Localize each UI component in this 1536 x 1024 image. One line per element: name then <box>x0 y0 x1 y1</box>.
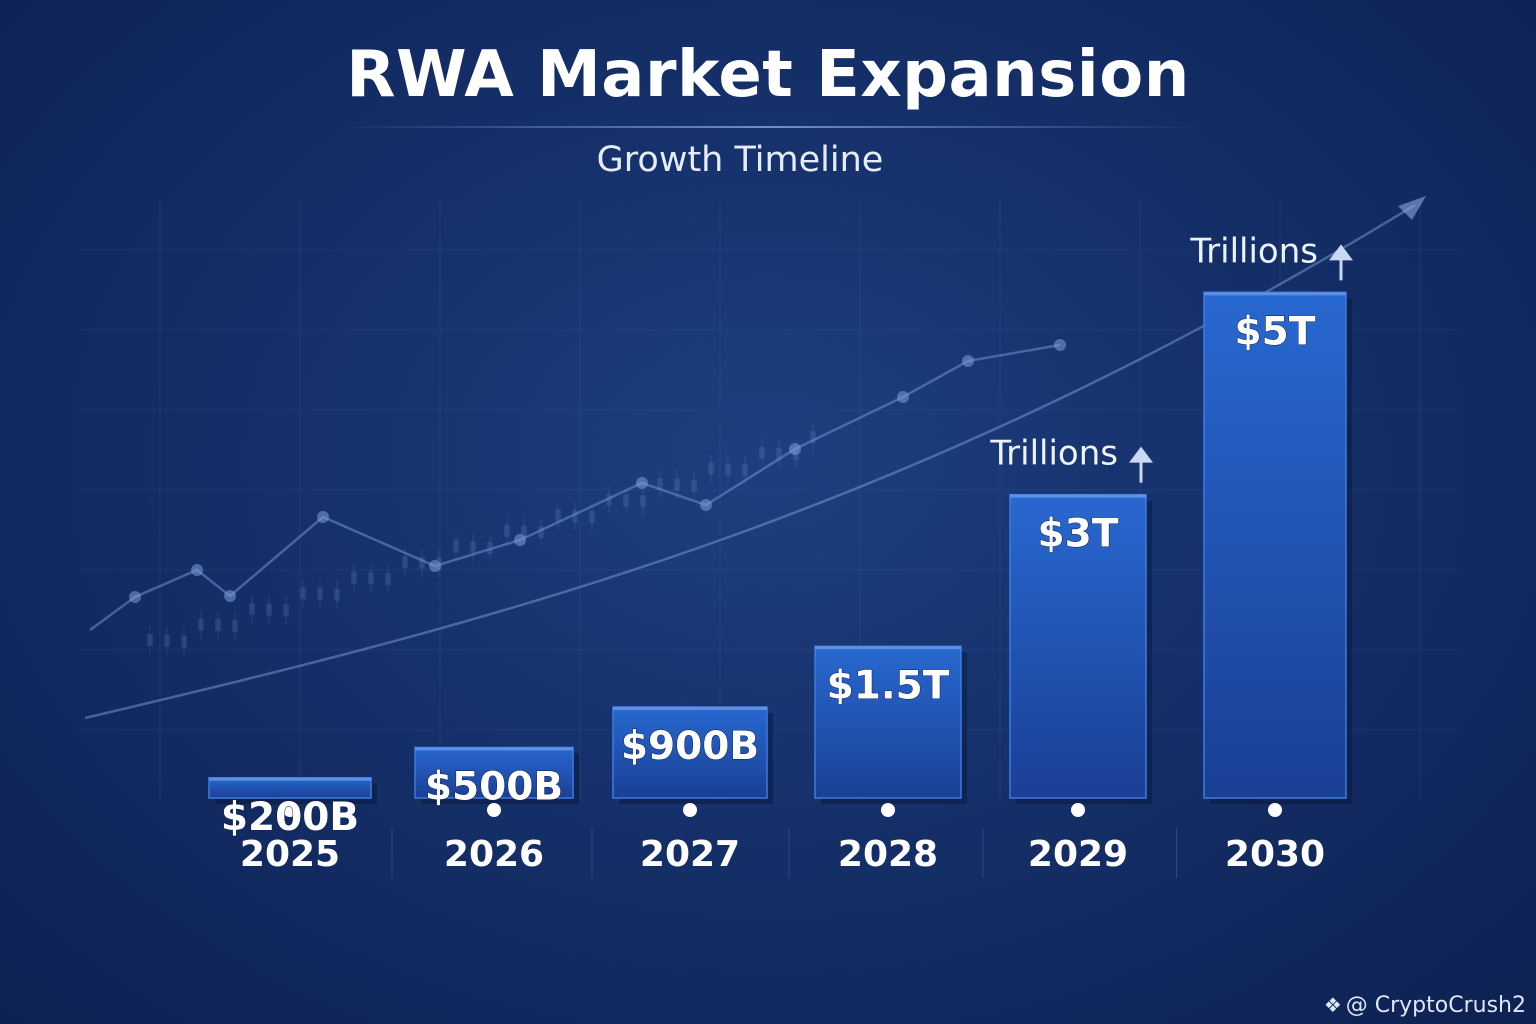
trend-point <box>789 443 801 455</box>
trend-point <box>962 355 974 367</box>
trend-point <box>514 534 526 546</box>
trend-line-jagged <box>89 343 1061 632</box>
bar-2030 <box>1203 291 1347 799</box>
candlestick-body <box>742 464 748 476</box>
candlestick-body <box>232 620 238 632</box>
bar-top-highlight <box>1204 292 1346 296</box>
x-tick-label: 2030 <box>1225 834 1325 875</box>
trend-point <box>897 391 909 403</box>
candlestick-body <box>606 493 612 506</box>
chart-subtitle: Growth Timeline <box>596 140 884 180</box>
x-tick-label: 2026 <box>444 834 544 875</box>
trend-point <box>636 477 648 489</box>
labels-group: $200B $500B $900B $1.5T $3T $5T Trillions Trill… <box>220 231 1353 840</box>
x-axis: 2025 2026 2027 2028 2029 2030 <box>40 803 1500 878</box>
candlestick-body <box>725 463 731 476</box>
axis-tick-dot <box>881 803 895 817</box>
trend-point <box>700 499 712 511</box>
x-tick-label: 2027 <box>640 834 740 875</box>
candlestick-body <box>759 446 765 459</box>
candlestick-body <box>385 573 391 586</box>
bar-top-highlight <box>815 646 961 650</box>
candlestick-body <box>351 571 357 584</box>
watermark: ❖ @ CryptoCrush2 <box>1324 993 1526 1018</box>
data-label: $1.5T <box>827 663 950 708</box>
trend-point <box>317 511 329 523</box>
bar-2028 <box>814 645 962 799</box>
axis-tick-dot <box>283 803 297 817</box>
axis-tick-dot <box>1268 803 1282 817</box>
candlestick-body <box>793 448 799 461</box>
bar-2029 <box>1009 493 1147 799</box>
up-arrow-head-icon <box>1329 244 1353 261</box>
title-divider <box>340 126 1200 128</box>
candlestick-body <box>487 542 493 554</box>
axis-tick-dot <box>683 803 697 817</box>
data-label: $500B <box>425 764 563 809</box>
trend-point <box>224 590 236 602</box>
bar-top-highlight <box>613 706 767 710</box>
decorative-trend-lines <box>84 196 1426 720</box>
candlestick-body <box>521 525 527 538</box>
candlestick-body <box>708 462 714 475</box>
candlestick-body <box>334 588 340 601</box>
candlestick-body <box>555 509 561 522</box>
x-tick-label: 2025 <box>240 834 340 875</box>
candlestick-body <box>283 604 289 617</box>
candlestick-body <box>436 557 442 570</box>
chart-title: RWA Market Expansion <box>346 38 1190 112</box>
candlestick-body <box>368 572 374 585</box>
bar-top-highlight <box>1010 494 1146 498</box>
candlestick-body <box>215 619 221 632</box>
x-tick-label: 2029 <box>1028 834 1128 875</box>
watermark-text: @ CryptoCrush2 <box>1345 993 1526 1018</box>
binance-diamond-icon: ❖ <box>1323 993 1342 1017</box>
candlestick-body <box>470 541 476 554</box>
data-label: $900B <box>621 724 759 769</box>
candlestick-body <box>402 556 408 568</box>
candlestick-body <box>776 447 782 460</box>
candlestick-body <box>164 634 170 647</box>
bar-2027 <box>612 706 768 799</box>
annotation-label: Trillions <box>989 434 1118 474</box>
bar-top-highlight <box>415 747 573 751</box>
bar-top-highlight <box>209 777 371 781</box>
candlestick-body <box>810 431 816 444</box>
candlestick-body <box>623 494 629 507</box>
candlestick-body <box>657 478 663 490</box>
candlestick-body <box>198 618 204 631</box>
data-label: $3T <box>1038 512 1119 557</box>
candlestick-body <box>300 587 306 600</box>
candlestick-body <box>538 526 544 539</box>
candlestick-body <box>453 540 459 553</box>
axis-tick-dot <box>487 803 501 817</box>
axis-tick-dot <box>1071 803 1085 817</box>
data-label: $5T <box>1235 309 1316 354</box>
candlestick-body <box>317 588 323 600</box>
candlestick-body <box>266 603 272 616</box>
bars-group <box>208 291 1352 804</box>
trend-point <box>129 591 141 603</box>
annotation-label: Trillions <box>1189 231 1318 271</box>
candlestick-body <box>249 602 255 615</box>
candlestick-body <box>572 510 578 522</box>
trend-line-smooth <box>84 203 1416 720</box>
candlestick-body <box>640 495 646 508</box>
candlestick-body <box>674 478 680 491</box>
candlestick-body <box>691 479 697 492</box>
candlestick-body <box>419 556 425 569</box>
up-arrow-head-icon <box>1129 446 1153 463</box>
candlestick-body <box>181 635 187 648</box>
data-label: $200B <box>221 795 359 840</box>
trend-point <box>429 560 441 572</box>
trend-point <box>1054 339 1066 351</box>
trend-point <box>191 564 203 576</box>
candlestick-body <box>589 510 595 523</box>
candlestick-body <box>504 524 510 537</box>
x-tick-label: 2028 <box>838 834 938 875</box>
candlestick-body <box>147 634 153 646</box>
trend-arrow-head <box>1398 196 1426 220</box>
